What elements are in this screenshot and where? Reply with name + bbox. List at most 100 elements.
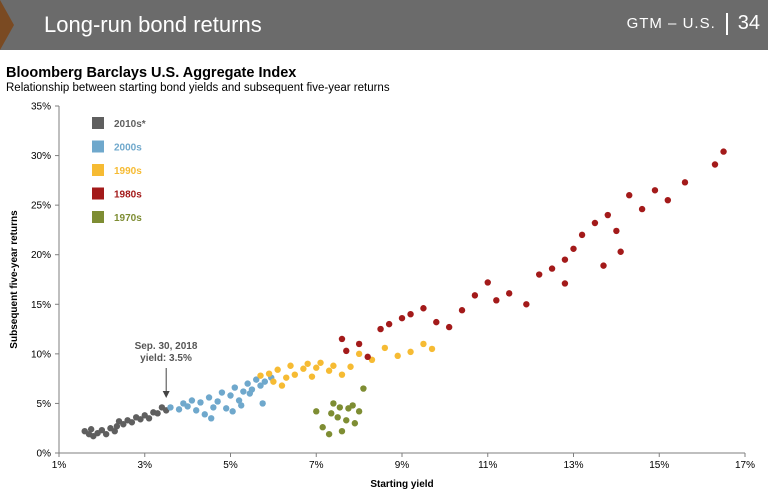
legend-swatch bbox=[92, 211, 104, 223]
data-point bbox=[291, 371, 299, 378]
legend-label: 2010s* bbox=[114, 119, 146, 130]
y-tick-label: 5% bbox=[37, 399, 52, 410]
data-point bbox=[505, 290, 513, 297]
annotation-text: Sep. 30, 2018 bbox=[135, 341, 198, 352]
legend-swatch bbox=[92, 164, 104, 176]
data-point bbox=[570, 245, 577, 252]
data-point bbox=[407, 311, 414, 318]
data-point bbox=[330, 362, 337, 369]
data-point bbox=[355, 340, 363, 348]
banner-separator bbox=[725, 12, 728, 35]
data-point bbox=[343, 347, 350, 355]
data-point bbox=[407, 348, 414, 356]
legend-label: 2000s bbox=[114, 143, 142, 154]
data-point bbox=[229, 408, 236, 415]
data-point bbox=[227, 392, 234, 399]
x-tick-label: 17% bbox=[735, 460, 755, 471]
legend-label: 1970s bbox=[114, 213, 142, 224]
data-point bbox=[154, 410, 161, 417]
data-point bbox=[355, 350, 363, 358]
data-point bbox=[313, 408, 320, 415]
data-point bbox=[184, 403, 191, 410]
data-point bbox=[711, 161, 719, 168]
data-point bbox=[433, 318, 440, 326]
data-point bbox=[98, 426, 106, 434]
data-point bbox=[175, 406, 183, 413]
data-point bbox=[385, 320, 393, 328]
data-point bbox=[561, 280, 569, 287]
y-tick-label: 10% bbox=[31, 349, 51, 360]
data-point bbox=[394, 352, 401, 360]
data-point bbox=[493, 297, 500, 304]
data-point bbox=[420, 340, 427, 348]
data-point bbox=[319, 424, 326, 431]
data-point bbox=[287, 362, 294, 369]
data-point bbox=[428, 345, 436, 353]
legend-label: 1990s bbox=[114, 166, 142, 177]
data-point bbox=[214, 398, 221, 405]
data-point bbox=[188, 397, 196, 404]
x-tick-label: 1% bbox=[52, 460, 67, 471]
page-title: Long-run bond returns bbox=[44, 12, 262, 37]
gtm-label: GTM – U.S. bbox=[626, 15, 716, 32]
data-point bbox=[218, 389, 226, 396]
legend-label: 1980s bbox=[114, 190, 142, 201]
annotation-text: yield: 3.5% bbox=[140, 353, 192, 364]
data-point bbox=[201, 411, 208, 418]
data-point bbox=[261, 378, 268, 385]
legend-swatch bbox=[92, 140, 104, 153]
data-point bbox=[231, 384, 238, 391]
data-point bbox=[300, 365, 307, 372]
data-point bbox=[338, 371, 346, 378]
data-point bbox=[193, 407, 200, 414]
y-tick-label: 0% bbox=[37, 449, 52, 460]
x-tick-label: 15% bbox=[649, 460, 669, 471]
series-1970s bbox=[313, 385, 367, 438]
page-number: 34 bbox=[737, 12, 760, 34]
data-point bbox=[591, 219, 599, 227]
data-point bbox=[325, 367, 333, 374]
data-point bbox=[355, 408, 363, 415]
data-point bbox=[445, 323, 453, 331]
data-point bbox=[111, 427, 118, 435]
data-point bbox=[420, 305, 427, 312]
data-point bbox=[330, 400, 337, 407]
data-point bbox=[308, 373, 316, 380]
data-point bbox=[471, 292, 479, 299]
y-tick-label: 25% bbox=[31, 201, 51, 212]
data-point bbox=[313, 364, 320, 371]
data-point bbox=[351, 420, 359, 427]
annotation-arrow-head bbox=[162, 391, 170, 398]
data-point bbox=[328, 410, 335, 417]
data-point bbox=[664, 196, 672, 204]
data-point bbox=[257, 372, 264, 379]
legend-swatch bbox=[92, 187, 104, 200]
data-point bbox=[128, 419, 136, 426]
y-tick-label: 30% bbox=[31, 151, 51, 162]
data-point bbox=[274, 366, 281, 373]
data-point bbox=[87, 426, 95, 433]
data-point bbox=[334, 414, 341, 421]
x-axis-label: Starting yield bbox=[370, 479, 433, 490]
x-tick-label: 5% bbox=[223, 460, 238, 471]
data-point bbox=[244, 380, 251, 387]
data-point bbox=[364, 353, 371, 361]
data-point bbox=[210, 404, 217, 411]
data-point bbox=[246, 390, 253, 397]
data-point bbox=[626, 192, 633, 199]
data-point bbox=[561, 256, 569, 263]
data-point bbox=[617, 248, 624, 255]
data-point bbox=[317, 359, 324, 366]
data-point bbox=[651, 187, 659, 194]
data-point bbox=[325, 430, 333, 438]
header-banner: Long-run bond returns GTM – U.S. 34 bbox=[0, 0, 768, 50]
data-point bbox=[240, 388, 247, 395]
data-point bbox=[120, 421, 127, 428]
data-point bbox=[600, 262, 607, 269]
x-tick-label: 3% bbox=[138, 460, 153, 471]
data-point bbox=[265, 370, 273, 377]
data-point bbox=[336, 404, 344, 411]
data-point bbox=[360, 385, 367, 392]
data-point bbox=[578, 231, 586, 239]
